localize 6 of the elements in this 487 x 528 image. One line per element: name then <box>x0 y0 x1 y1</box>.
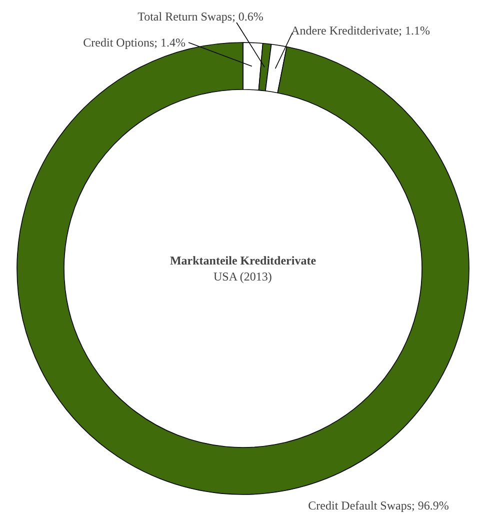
slice-label: Total Return Swaps; 0.6% <box>138 10 264 24</box>
text: USA (2013) <box>214 270 272 284</box>
slice-label: Andere Kreditderivate; 1.1% <box>291 24 430 38</box>
slice-label: Credit Options; 1.4% <box>83 36 186 50</box>
text: Marktanteile Kreditderivate <box>170 254 317 268</box>
slice-label: Credit Default Swaps; 96.9% <box>308 498 449 512</box>
